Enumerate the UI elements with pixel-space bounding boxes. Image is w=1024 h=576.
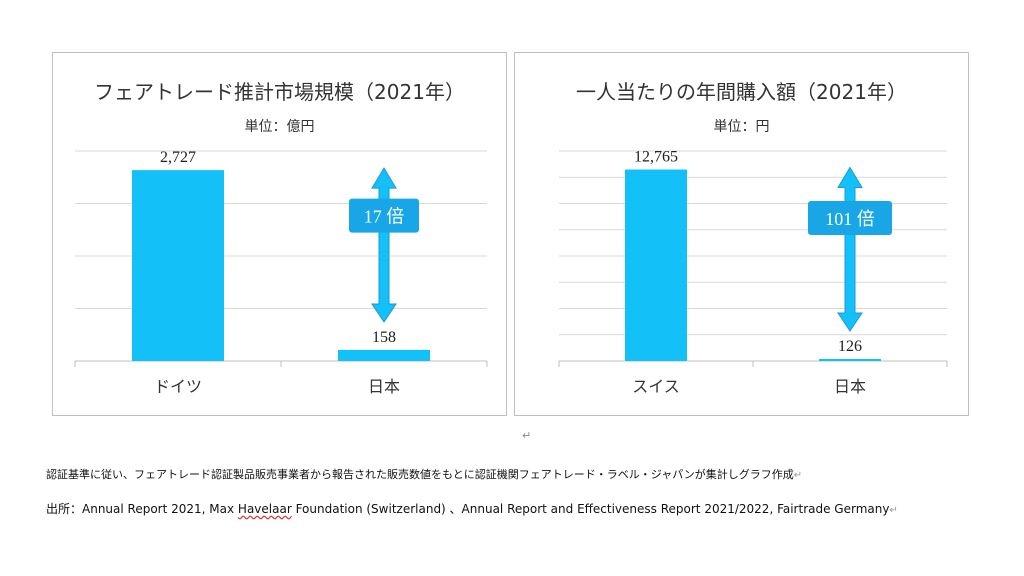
data-label: 12,765 bbox=[634, 149, 678, 166]
data-label: 2,727 bbox=[160, 149, 196, 166]
ratio-badge bbox=[349, 198, 419, 233]
bar bbox=[819, 359, 881, 361]
ratio-badge bbox=[808, 200, 892, 235]
paragraph-mark: ↵ bbox=[889, 505, 898, 516]
category-label: 日本 bbox=[834, 377, 866, 396]
double-arrow-icon bbox=[371, 167, 397, 323]
category-label: 日本 bbox=[368, 377, 400, 396]
chart-panel-market-size: フェアトレード推計市場規模（2021年） 単位：億円 2,727 ドイツ 158 日本… bbox=[52, 52, 507, 416]
bar bbox=[132, 170, 224, 361]
data-label: 126 bbox=[838, 338, 862, 355]
chart-unit: 単位：円 bbox=[713, 119, 770, 135]
source-spellcheck-word: Havelaar bbox=[237, 502, 292, 516]
source-prefix: 出所：Annual Report 2021, Max bbox=[46, 502, 238, 516]
chart-unit: 単位：億円 bbox=[244, 119, 315, 135]
chart-panel-per-capita: 一人当たりの年間購入額（2021年） 単位：円 12,765 スイス 126 日本 10… bbox=[514, 52, 969, 416]
category-label: ドイツ bbox=[154, 377, 202, 396]
chart-title: フェアトレード推計市場規模（2021年） bbox=[94, 80, 465, 104]
ratio-label: 101 倍 bbox=[825, 209, 875, 229]
data-label: 158 bbox=[372, 329, 396, 346]
chart-plot-market-size: 2,727 ドイツ 158 日本 17 倍 bbox=[74, 149, 488, 396]
footnote: 認証基準に従い、フェアトレード認証製品販売事業者から報告された販売数値をもとに認… bbox=[46, 466, 802, 482]
chart-plot-per-capita: 12,765 スイス 126 日本 101 倍 bbox=[558, 149, 948, 396]
source-suffix: Foundation (Switzerland) 、Annual Report … bbox=[291, 502, 890, 516]
chart-title: 一人当たりの年間購入額（2021年） bbox=[576, 80, 907, 104]
category-label: スイス bbox=[632, 377, 680, 396]
double-arrow-icon bbox=[837, 166, 863, 332]
bar bbox=[625, 169, 687, 361]
bar bbox=[338, 349, 430, 361]
footnote-text: 認証基準に従い、フェアトレード認証製品販売事業者から報告された販売数値をもとに認… bbox=[46, 468, 794, 481]
ratio-label: 17 倍 bbox=[364, 207, 405, 227]
source-citation: 出所：Annual Report 2021, Max Havelaar Foun… bbox=[46, 500, 898, 517]
paragraph-mark: ↵ bbox=[793, 470, 803, 481]
paragraph-mark: ↵ bbox=[522, 429, 532, 442]
